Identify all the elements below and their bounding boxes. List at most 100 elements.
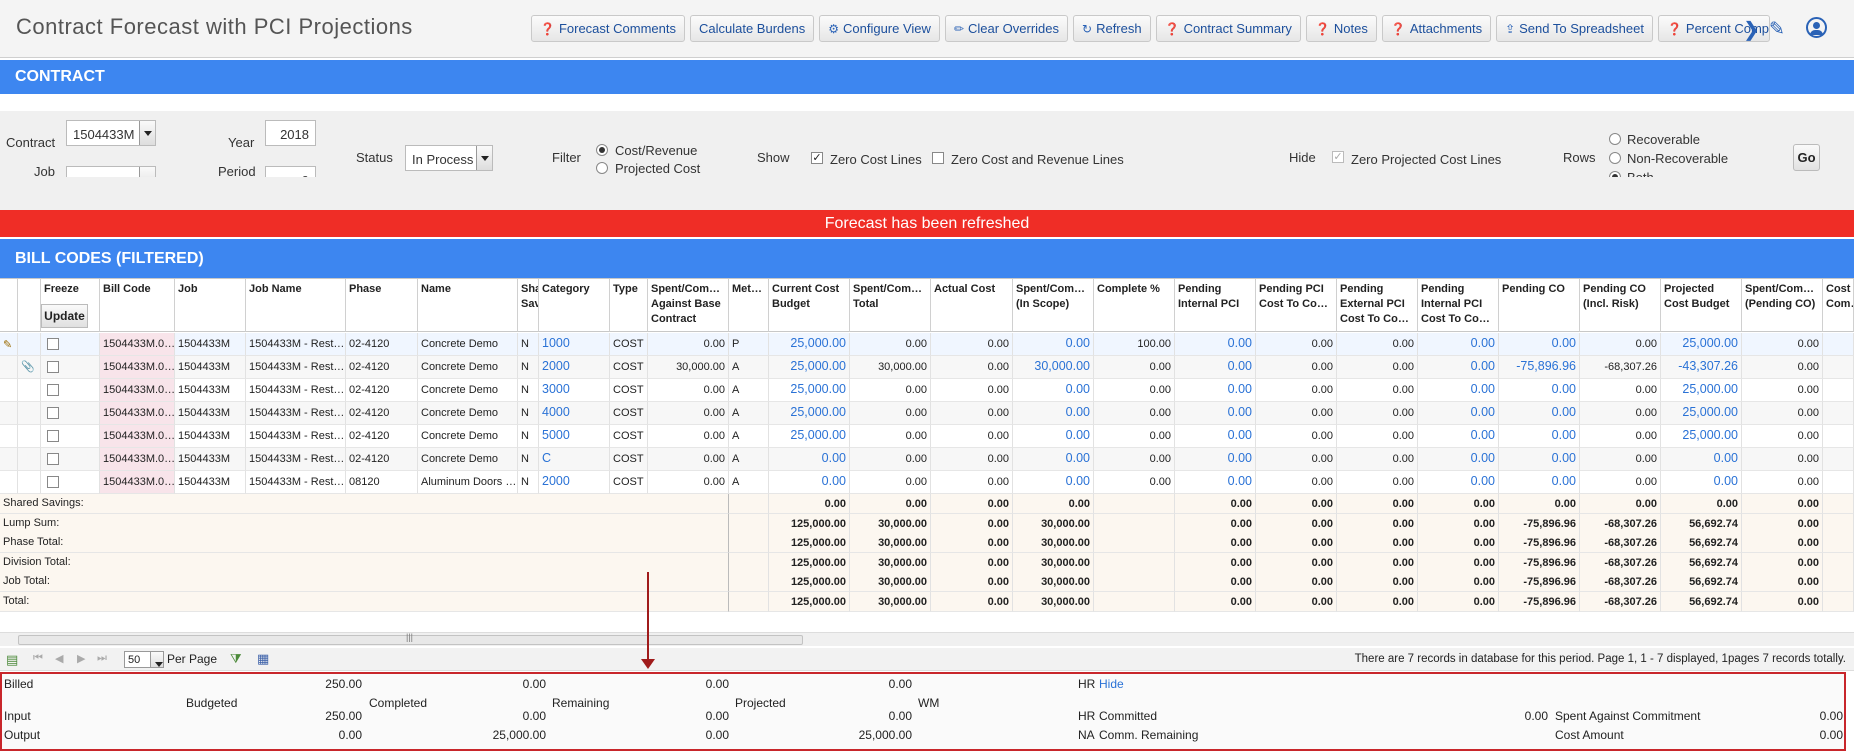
column-header[interactable]: Projected Cost Budget (1661, 279, 1742, 332)
cell-complete[interactable]: 0.00 (1094, 379, 1175, 402)
go-button[interactable]: Go (1793, 144, 1820, 171)
attachment-icon[interactable]: 📎 (18, 356, 41, 379)
column-header[interactable]: Pending Internal PCI (1175, 279, 1256, 332)
column-header[interactable]: Job (175, 279, 246, 332)
horizontal-scrollbar[interactable]: ||| (0, 632, 1854, 646)
column-header[interactable]: Spent/Com… Against Base Contract (648, 279, 729, 332)
zero-cost-revenue-checkbox[interactable] (932, 152, 944, 164)
freeze-checkbox[interactable] (47, 407, 59, 419)
page-size-select[interactable]: 50 (124, 651, 164, 668)
filter-cost-revenue-radio[interactable] (596, 144, 608, 156)
toolbar-button-refresh[interactable]: ↻ Refresh (1073, 15, 1151, 42)
column-header[interactable]: Job Name (246, 279, 346, 332)
column-header[interactable]: Pending CO (Incl. Risk) (1580, 279, 1661, 332)
cell-category[interactable]: 2000 (539, 356, 610, 379)
table-row[interactable] (0, 356, 1854, 379)
filter-projected-cost-radio[interactable] (596, 162, 608, 174)
column-header[interactable]: Complete % (1094, 279, 1175, 332)
next-page-icon[interactable]: ▶ (77, 653, 86, 665)
cell-current-budget[interactable]: 25,000.00 (769, 379, 850, 402)
column-header[interactable]: Pending External PCI Cost To Co… (1337, 279, 1418, 332)
column-header[interactable]: Pending PCI Cost To Co… (1256, 279, 1337, 332)
toolbar-button-configure-view[interactable]: ⚙ Configure View (819, 15, 940, 42)
column-header[interactable]: Sha Sav (518, 279, 539, 332)
status-select[interactable]: In Process (405, 145, 493, 171)
row-handle[interactable] (0, 402, 18, 425)
toolbar-button-contract-summary[interactable]: ❓ Contract Summary (1155, 15, 1301, 42)
chevron-right-icon[interactable]: ❯ (1743, 19, 1760, 41)
row-handle[interactable] (0, 471, 18, 494)
cell-current-budget[interactable]: 25,000.00 (769, 402, 850, 425)
toolbar-button-percent-comple[interactable]: ❓ Percent Comple (1657, 15, 1770, 42)
cell-complete[interactable]: 0.00 (1094, 425, 1175, 448)
prev-page-icon[interactable]: ◀ (55, 653, 64, 665)
column-header[interactable]: Pending CO (1499, 279, 1580, 332)
column-header[interactable]: Category (539, 279, 610, 332)
chevron-down-icon[interactable] (150, 652, 163, 667)
cell-complete[interactable]: 100.00 (1094, 333, 1175, 356)
filter-icon[interactable]: ⧩ (230, 651, 242, 666)
cell-current-budget[interactable]: 0.00 (769, 471, 850, 494)
row-handle[interactable] (0, 425, 18, 448)
rows-recoverable-radio[interactable] (1609, 133, 1621, 145)
cell-current-budget[interactable]: 25,000.00 (769, 356, 850, 379)
column-header[interactable]: Spent/Com… (Pending CO) (1742, 279, 1823, 332)
toolbar-button-forecast-comments[interactable]: ❓ Forecast Comments (531, 15, 685, 42)
contract-select[interactable]: 1504433M (66, 120, 156, 146)
cell-category[interactable]: 4000 (539, 402, 610, 425)
table-row[interactable] (0, 448, 1854, 471)
cell-current-budget[interactable]: 25,000.00 (769, 425, 850, 448)
cell-category[interactable]: 2000 (539, 471, 610, 494)
cell-category[interactable]: 5000 (539, 425, 610, 448)
table-row[interactable] (0, 333, 1854, 356)
hide-summary-link[interactable]: Hide (1099, 677, 1124, 691)
zero-cost-lines-checkbox[interactable]: ✓ (811, 152, 823, 164)
cell-current-budget[interactable]: 0.00 (769, 448, 850, 471)
cell-category[interactable]: 1000 (539, 333, 610, 356)
toolbar-button-calculate-burdens[interactable]: Calculate Burdens (690, 15, 815, 42)
cell-complete[interactable]: 0.00 (1094, 448, 1175, 471)
column-header[interactable]: Name (418, 279, 518, 332)
rows-non-recoverable-radio[interactable] (1609, 152, 1621, 164)
toolbar-button-attachments[interactable]: ❓ Attachments (1381, 15, 1492, 42)
cell-complete[interactable]: 0.00 (1094, 402, 1175, 425)
export-icon[interactable]: ▤ (6, 652, 19, 667)
columns-icon[interactable]: ▦ (257, 651, 270, 666)
row-handle[interactable] (0, 356, 18, 379)
column-header[interactable]: Phase (346, 279, 418, 332)
toolbar-button-notes[interactable]: ❓ Notes (1305, 15, 1377, 42)
column-header[interactable]: Spent/Com… (In Scope) (1013, 279, 1094, 332)
column-header[interactable]: Bill Code (100, 279, 175, 332)
cell-category[interactable]: 3000 (539, 379, 610, 402)
edit-row-icon[interactable]: ✎ (0, 333, 18, 356)
scrollbar-thumb[interactable] (18, 635, 803, 645)
freeze-checkbox[interactable] (47, 430, 59, 442)
freeze-checkbox[interactable] (47, 361, 59, 373)
zero-projected-checkbox[interactable]: ✓ (1332, 151, 1344, 163)
freeze-checkbox[interactable] (47, 338, 59, 350)
column-header[interactable]: Current Cost Budget (769, 279, 850, 332)
column-header[interactable] (0, 279, 18, 332)
last-page-icon[interactable]: ⏭ (97, 652, 107, 664)
toolbar-button-clear-overrides[interactable]: ✏ Clear Overrides (944, 15, 1069, 42)
freeze-checkbox[interactable] (47, 453, 59, 465)
column-header[interactable]: Cost Com… (1823, 279, 1854, 332)
chevron-down-icon[interactable] (139, 121, 155, 145)
column-header[interactable]: Pending Internal PCI Cost To Co… (1418, 279, 1499, 332)
table-row[interactable] (0, 402, 1854, 425)
column-header[interactable]: Met… (729, 279, 769, 332)
update-button[interactable]: Update (41, 304, 88, 328)
column-header[interactable]: Actual Cost (931, 279, 1013, 332)
cell-category[interactable]: C (539, 448, 610, 471)
cell-current-budget[interactable]: 25,000.00 (769, 333, 850, 356)
year-input[interactable]: 2018 (265, 120, 316, 146)
cell-complete[interactable]: 0.00 (1094, 471, 1175, 494)
toolbar-button-send-to-spreadsheet[interactable]: ⇪ Send To Spreadsheet (1496, 15, 1653, 42)
cell-complete[interactable]: 0.00 (1094, 356, 1175, 379)
chevron-down-icon[interactable] (476, 146, 492, 170)
user-icon[interactable] (1806, 17, 1827, 38)
freeze-checkbox[interactable] (47, 384, 59, 396)
column-header[interactable]: Spent/Com… Total (850, 279, 931, 332)
row-handle[interactable] (0, 448, 18, 471)
freeze-checkbox[interactable] (47, 476, 59, 488)
